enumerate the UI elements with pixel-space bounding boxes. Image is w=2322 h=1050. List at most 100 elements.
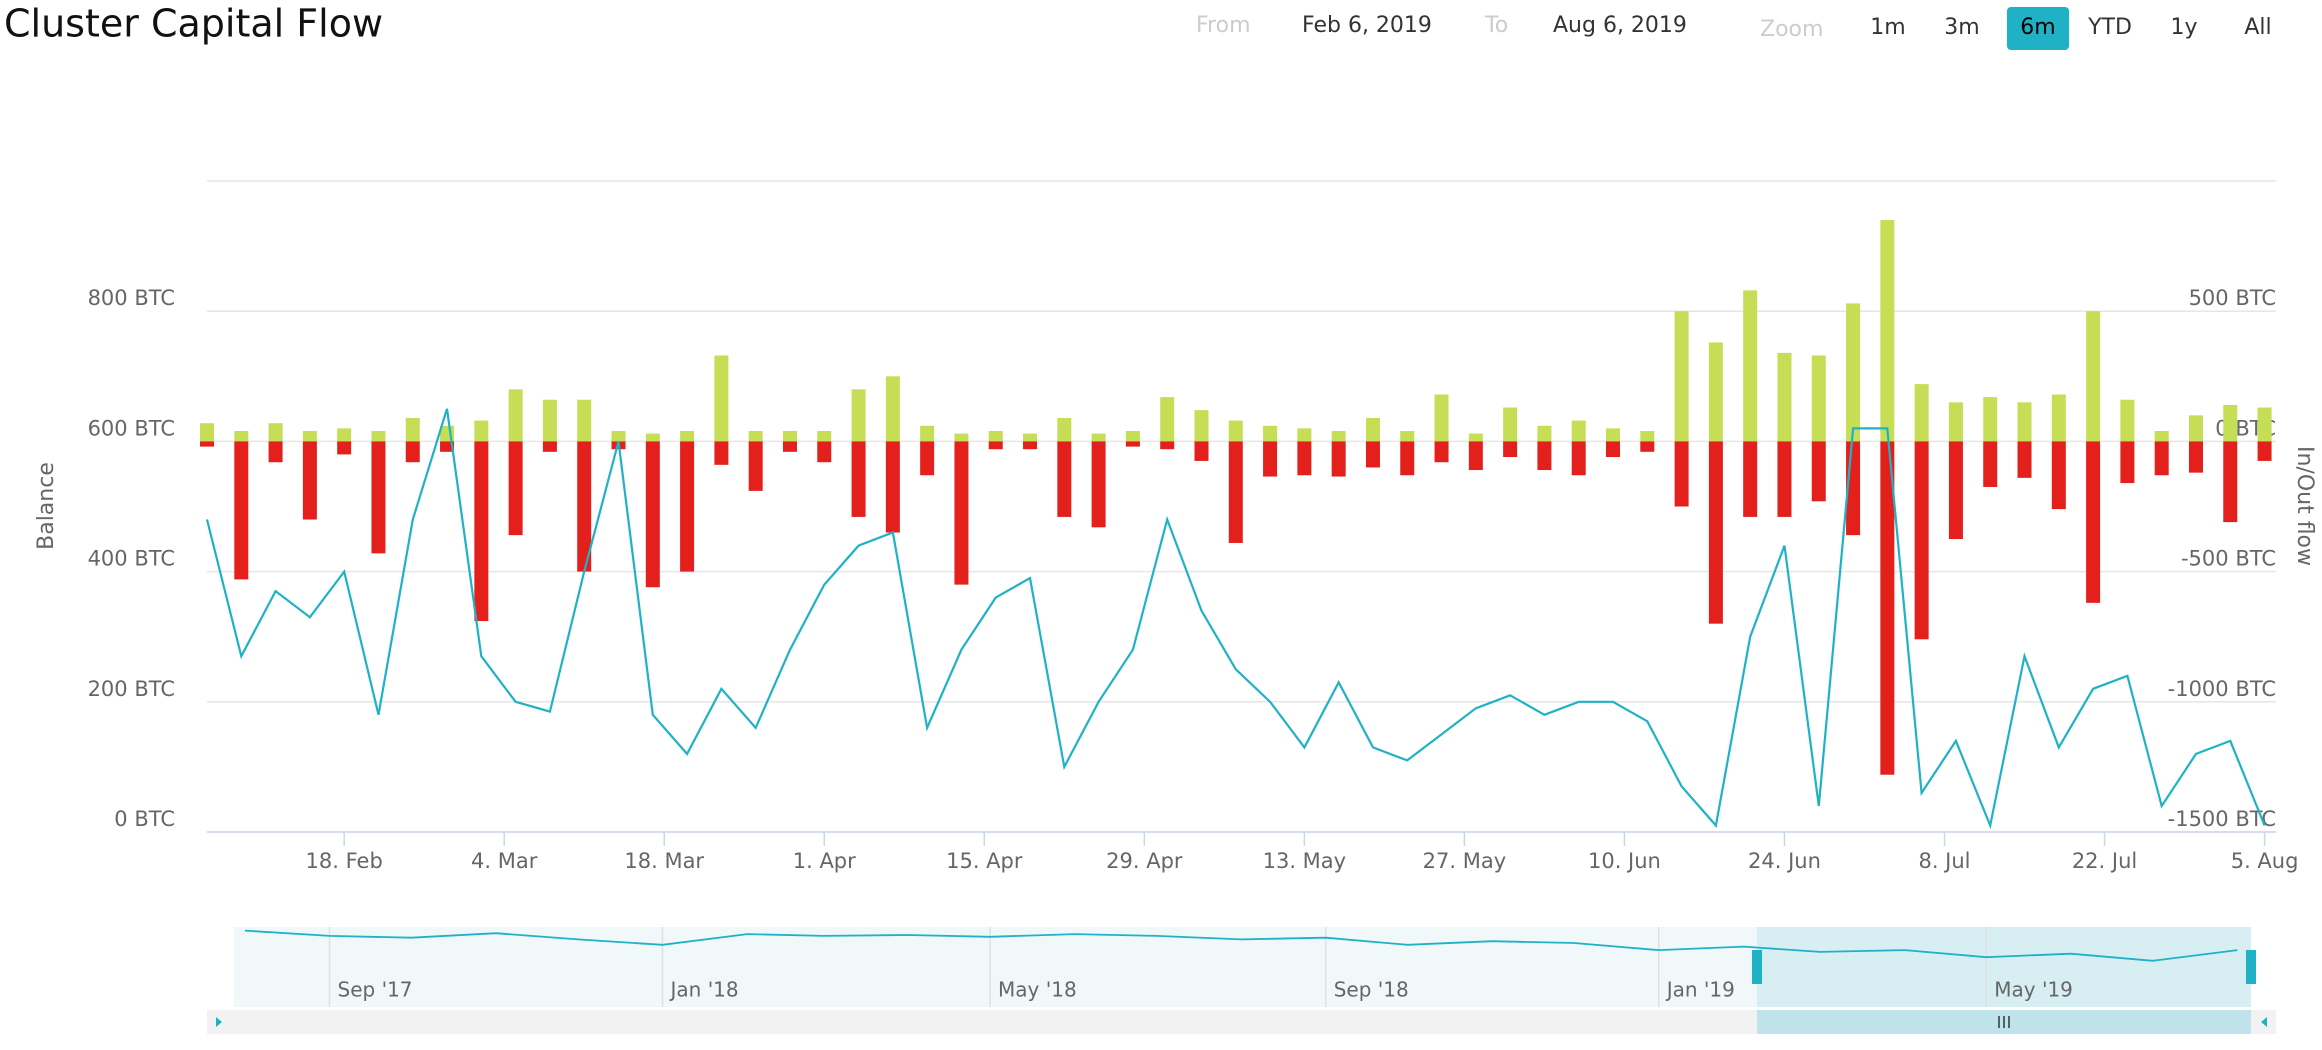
navigator-selection[interactable] bbox=[1756, 927, 2251, 1007]
flow-bar bbox=[1091, 441, 1106, 528]
flow-bar bbox=[1228, 420, 1243, 442]
x-tick-label: 27. May bbox=[1423, 849, 1507, 873]
flow-bar bbox=[1777, 441, 1792, 517]
flow-bar bbox=[2120, 399, 2135, 442]
flow-bar bbox=[1023, 433, 1038, 442]
x-tick-label: 13. May bbox=[1263, 849, 1347, 873]
flow-bar bbox=[851, 389, 866, 442]
flow-bar bbox=[1194, 441, 1209, 461]
flow-bar bbox=[954, 433, 969, 442]
flow-bar bbox=[1503, 407, 1518, 442]
flow-bar bbox=[1640, 430, 1655, 442]
flow-bar bbox=[337, 428, 352, 442]
flow-bar bbox=[234, 441, 249, 580]
navigator-handle[interactable] bbox=[2246, 950, 2256, 984]
flow-bar bbox=[2223, 404, 2238, 442]
y-axis-title: Balance bbox=[34, 462, 59, 550]
flow-bar bbox=[1057, 417, 1072, 442]
balance-line bbox=[205, 408, 2266, 830]
flow-bar bbox=[885, 376, 900, 442]
to-label: To bbox=[1484, 13, 1508, 38]
flow-bar bbox=[1948, 402, 1963, 442]
flow-bar bbox=[405, 417, 420, 442]
flow-bar bbox=[680, 430, 695, 442]
y2-tick-label: -1000 BTC bbox=[2168, 677, 2276, 701]
flow-bar bbox=[1948, 441, 1963, 540]
flow-bar bbox=[1331, 430, 1346, 442]
flow-bar bbox=[1914, 441, 1929, 640]
flow-bar bbox=[2051, 394, 2066, 442]
zoom-button[interactable]: 1m bbox=[1870, 15, 1905, 40]
flow-bar bbox=[748, 441, 763, 491]
flow-bar bbox=[1365, 417, 1380, 442]
flow-bar bbox=[851, 441, 866, 517]
flow-bar bbox=[748, 430, 763, 442]
flow-bar bbox=[2188, 415, 2203, 442]
flow-bar bbox=[1880, 220, 1895, 442]
flow-bar bbox=[1228, 441, 1243, 543]
flow-bar bbox=[200, 423, 214, 442]
zoom-button-bg[interactable] bbox=[2007, 7, 2069, 50]
navigator-tick-label: Sep '18 bbox=[1334, 978, 1409, 1002]
flow-bar bbox=[1777, 352, 1792, 442]
flow-bar bbox=[1674, 441, 1689, 507]
flow-bar bbox=[405, 441, 420, 463]
y2-axis-title: In/Out flow bbox=[2292, 446, 2317, 566]
x-tick-label: 18. Mar bbox=[624, 849, 704, 873]
flow-bar bbox=[542, 441, 557, 452]
y-tick-label: 200 BTC bbox=[88, 677, 175, 701]
zoom-button[interactable]: 1y bbox=[2170, 15, 2197, 40]
flow-bar bbox=[1023, 441, 1038, 450]
flow-bar bbox=[1606, 428, 1621, 442]
zoom-button[interactable]: 6m bbox=[2020, 15, 2055, 40]
flow-bar bbox=[302, 430, 317, 442]
flow-bar bbox=[1125, 441, 1140, 447]
flow-bar bbox=[474, 441, 489, 622]
flow-bar bbox=[577, 441, 592, 572]
x-tick-label: 24. Jun bbox=[1748, 849, 1821, 873]
flow-bar bbox=[885, 441, 900, 533]
flow-bar bbox=[1331, 441, 1346, 477]
x-tick-label: 8. Jul bbox=[1918, 849, 1970, 873]
y2-tick-label: -500 BTC bbox=[2181, 547, 2276, 571]
from-date[interactable]: Feb 6, 2019 bbox=[1302, 13, 1432, 38]
flow-bar bbox=[988, 441, 1003, 450]
zoom-button[interactable]: 3m bbox=[1944, 15, 1979, 40]
flow-bar bbox=[714, 441, 729, 465]
from-label: From bbox=[1196, 13, 1251, 38]
x-tick-label: 15. Apr bbox=[946, 849, 1023, 873]
zoom-button[interactable]: All bbox=[2244, 15, 2271, 40]
flow-bar bbox=[1743, 441, 1758, 517]
flow-bar bbox=[1571, 441, 1586, 476]
flow-bar bbox=[1640, 441, 1655, 452]
y-tick-label: 600 BTC bbox=[88, 416, 175, 440]
x-tick-label: 18. Feb bbox=[306, 849, 383, 873]
x-tick-label: 5. Aug bbox=[2231, 849, 2299, 873]
flow-bar bbox=[1708, 342, 1723, 442]
flow-bar bbox=[1537, 425, 1552, 442]
y2-tick-label: 500 BTC bbox=[2189, 286, 2276, 310]
flow-bar bbox=[1434, 394, 1449, 442]
flow-bar bbox=[2086, 441, 2101, 603]
x-tick-label: 29. Apr bbox=[1106, 849, 1183, 873]
navigator-line bbox=[244, 929, 2238, 962]
navigator-tick-label: Jan '19 bbox=[1665, 978, 1735, 1002]
flow-bar bbox=[200, 441, 214, 447]
flow-bar bbox=[1914, 384, 1929, 442]
navigator-handle[interactable] bbox=[1751, 950, 1762, 984]
flow-bar bbox=[1057, 441, 1072, 517]
flow-bar bbox=[817, 441, 832, 463]
flow-bar bbox=[1263, 441, 1278, 477]
flow-bar bbox=[268, 441, 283, 463]
zoom-button[interactable]: YTD bbox=[2087, 15, 2132, 40]
to-date[interactable]: Aug 6, 2019 bbox=[1553, 13, 1687, 38]
flow-bar bbox=[920, 441, 935, 476]
flow-bar bbox=[1811, 441, 1826, 502]
flow-bar bbox=[508, 441, 523, 536]
flow-bar bbox=[1297, 428, 1312, 442]
flow-bar bbox=[371, 430, 386, 442]
flow-bar bbox=[2223, 441, 2238, 523]
flow-bar bbox=[714, 355, 729, 442]
flow-bar bbox=[1880, 441, 1895, 775]
flow-bar bbox=[1811, 355, 1826, 442]
